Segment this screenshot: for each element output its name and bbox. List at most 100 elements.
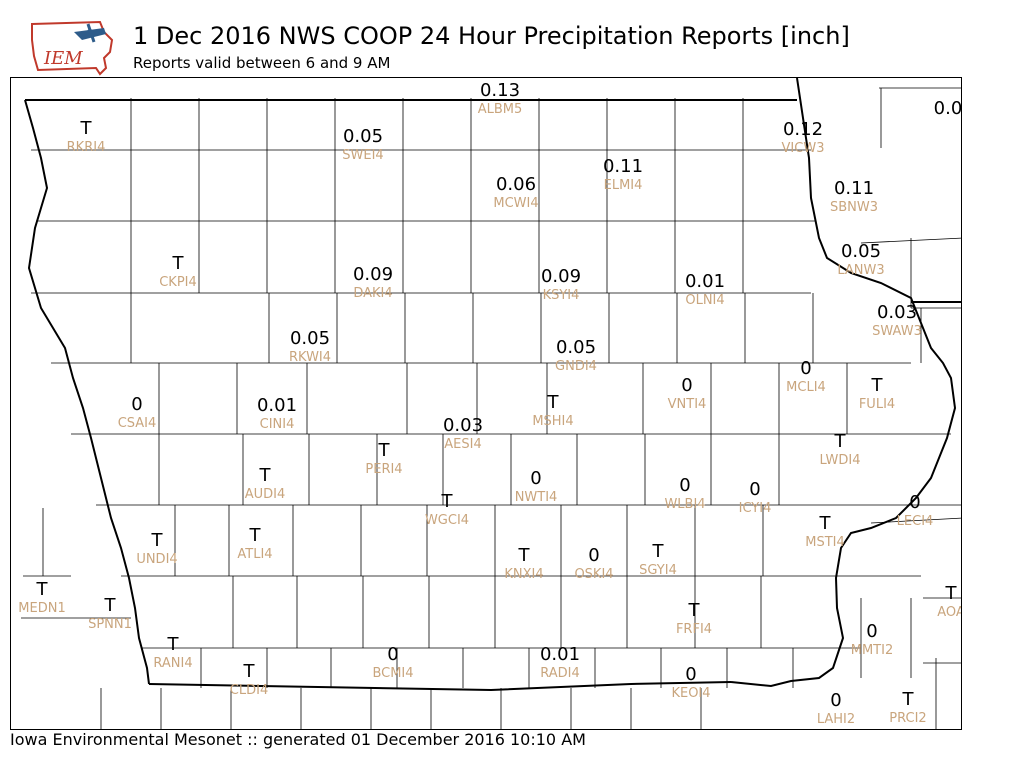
station-id-label: FRFI4: [676, 622, 712, 637]
iem-logo: IEM: [30, 16, 120, 76]
station-id-label: WGCI4: [425, 513, 469, 528]
station-id-label: SWEI4: [342, 148, 383, 163]
station-unnamed-4: 0.0: [934, 98, 962, 119]
station-id-label: WLBI4: [664, 497, 705, 512]
precip-value: 0: [749, 479, 760, 500]
station-id-label: AESI4: [444, 437, 481, 452]
precip-value: 0: [131, 394, 142, 415]
precip-value: 0: [909, 492, 920, 513]
precip-value: T: [80, 118, 93, 139]
station-id-label: LECI4: [897, 514, 934, 529]
station-id-label: UNDI4: [136, 552, 177, 567]
precip-value: T: [243, 661, 256, 682]
precip-value: 0: [387, 644, 398, 665]
station-id-label: RANI4: [153, 656, 192, 671]
precip-value: 0.05: [841, 241, 881, 262]
precip-value: 0.0: [934, 98, 962, 119]
station-id-label: ATLI4: [237, 547, 272, 562]
precip-value: 0.09: [541, 266, 581, 287]
station-id-label: SWAW3: [872, 324, 922, 339]
station-id-label: MSHI4: [532, 414, 573, 429]
station-id-label: ELMI4: [604, 178, 643, 193]
precip-value: 0.11: [603, 156, 643, 177]
precip-value: 0: [800, 358, 811, 379]
precip-value: 0.09: [353, 264, 393, 285]
station-id-label: VNTI4: [668, 397, 707, 412]
station-id-label: SPNN1: [88, 617, 132, 632]
precip-value: T: [249, 525, 262, 546]
station-id-label: OLNI4: [685, 293, 724, 308]
precip-value: 0: [679, 475, 690, 496]
station-id-label: CSAI4: [118, 416, 157, 431]
precip-value: 0.01: [540, 644, 580, 665]
station-id-label: CKPI4: [159, 275, 197, 290]
precip-value: 0.01: [257, 395, 297, 416]
station-unnamed-51: 0: [453, 726, 464, 729]
precip-value: 0: [866, 621, 877, 642]
station-id-label: RKRI4: [67, 140, 106, 155]
precipitation-map: 0.13 ALBM5 T RKRI4 0.05 SWEI4 0.12 VICW3 0.0 0.06…: [10, 77, 962, 730]
precip-value: T: [172, 253, 185, 274]
precip-value: T: [902, 689, 915, 710]
precip-value: 0.05: [343, 126, 383, 147]
precip-value: 0.03: [443, 415, 483, 436]
generated-footer: Iowa Environmental Mesonet :: generated …: [10, 730, 586, 749]
precip-value: T: [518, 545, 531, 566]
precip-value: 0: [681, 375, 692, 396]
station-id-label: CLDI4: [230, 683, 268, 698]
station-id-label: MSTI4: [805, 535, 845, 550]
map-title: 1 Dec 2016 NWS COOP 24 Hour Precipitatio…: [133, 22, 850, 50]
station-id-label: PRCI2: [889, 711, 926, 726]
precip-value: 0: [830, 690, 841, 711]
station-markers: 0.13ALBM5TRKRI40.05SWEI40.12VICW30.00.06…: [18, 80, 962, 729]
precip-value: 0: [530, 468, 541, 489]
precip-value: T: [945, 583, 958, 604]
precip-value: T: [167, 634, 180, 655]
precip-value: T: [547, 392, 560, 413]
precip-value: 0: [588, 545, 599, 566]
station-id-label: VICW3: [782, 141, 825, 156]
precip-value: 0.12: [783, 119, 823, 140]
precip-value: 0.01: [685, 271, 725, 292]
station-id-label: LWDI4: [819, 453, 860, 468]
station-id-label: SGYI4: [639, 563, 677, 578]
station-id-label: RADI4: [540, 666, 580, 681]
station-id-label: NWTI4: [515, 490, 558, 505]
precip-value: 0.06: [496, 174, 536, 195]
station-id-label: DAKI4: [353, 286, 392, 301]
precip-value: 0.03: [877, 302, 917, 323]
logo-text: IEM: [43, 48, 83, 69]
county-boundaries: [21, 87, 961, 729]
precip-value: T: [819, 513, 832, 534]
precip-value: T: [36, 579, 49, 600]
station-id-label: KNXI4: [504, 567, 543, 582]
station-id-label: GNDI4: [555, 359, 597, 374]
station-id-label: FULI4: [859, 397, 895, 412]
